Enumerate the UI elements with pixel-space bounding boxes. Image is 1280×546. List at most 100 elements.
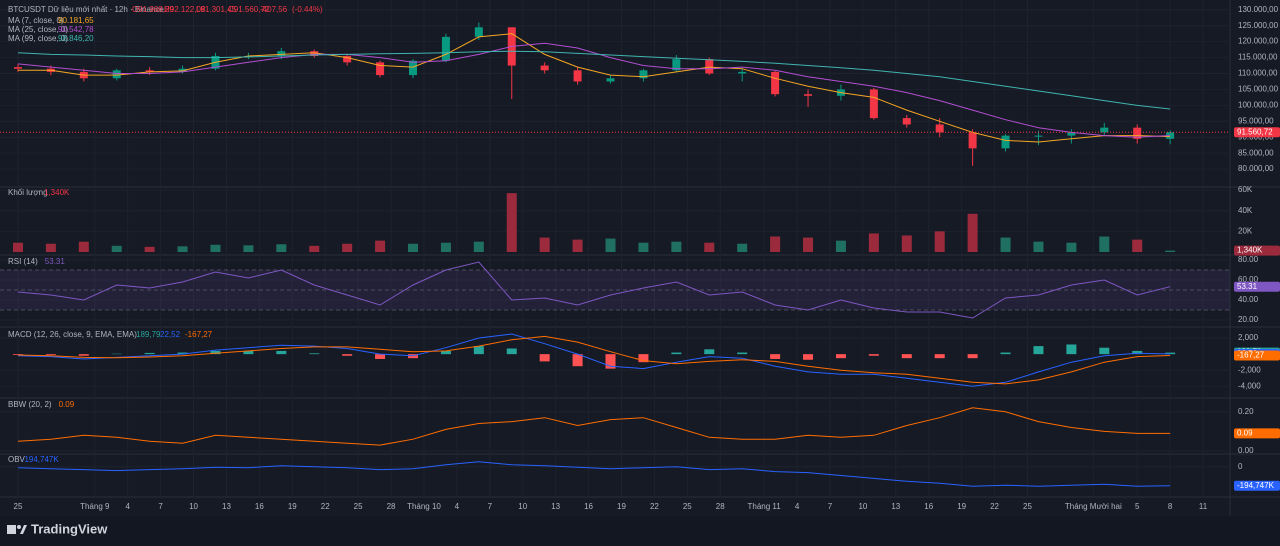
histogram-bar	[704, 349, 715, 355]
last-value-label: 53.31	[1237, 282, 1258, 291]
y-tick-label: 130.000,00	[1238, 5, 1279, 14]
x-tick-label: 19	[288, 502, 297, 511]
volume-bar	[375, 240, 386, 252]
candle-body	[1034, 135, 1043, 137]
x-tick-label: 4	[795, 502, 800, 511]
candle-body	[1133, 127, 1142, 139]
histogram-bar	[967, 354, 978, 359]
candle-body	[13, 67, 22, 69]
x-tick-label: 16	[255, 502, 264, 511]
legend-value: 98.846,20	[58, 34, 94, 43]
y-tick-label: 110.000,00	[1238, 69, 1278, 78]
histogram-bar	[868, 354, 879, 356]
brand: TradingView	[31, 521, 108, 536]
histogram-bar	[342, 354, 353, 356]
volume-bar	[770, 236, 781, 252]
volume-bar	[111, 245, 122, 252]
footer	[0, 516, 1280, 546]
pane-value: -167,27	[185, 330, 213, 339]
histogram-bar	[1066, 344, 1077, 355]
volume-bar	[934, 231, 945, 252]
y-tick-label: 60.00	[1238, 275, 1259, 284]
pane-value: 1,340K	[44, 188, 70, 197]
x-tick-label: 25	[1023, 502, 1032, 511]
x-tick-label: Tháng 9	[80, 502, 110, 511]
histogram-bar	[1099, 347, 1110, 355]
histogram-bar	[671, 352, 682, 355]
x-tick-label: 22	[650, 502, 659, 511]
candle-body	[738, 71, 747, 74]
candle-body	[1001, 135, 1010, 149]
histogram-bar	[1000, 352, 1011, 355]
candle-body	[1166, 132, 1175, 139]
last-value-marker	[1234, 480, 1280, 491]
x-tick-label: 16	[584, 502, 593, 511]
candle-body	[869, 89, 878, 119]
last-value-label: -194,747K	[1237, 481, 1275, 490]
y-tick-label: 20K	[1238, 226, 1253, 235]
volume-bar	[803, 237, 814, 252]
x-tick-label: 10	[858, 502, 867, 511]
pane-title: BTCUSDT Dữ liệu mới nhất · 12h · Binance	[8, 5, 164, 14]
ma-line	[18, 33, 1171, 143]
ohlc-value: L91.301,45	[196, 5, 237, 14]
pane-value: 53.31	[45, 257, 66, 266]
last-value-marker	[1234, 350, 1280, 361]
volume-bar	[473, 241, 484, 252]
x-tick-label: 25	[683, 502, 692, 511]
x-tick-label: Tháng Mười hai	[1065, 502, 1122, 511]
histogram-bar	[440, 350, 451, 355]
histogram-bar	[1165, 352, 1176, 355]
histogram-bar	[276, 350, 287, 355]
y-tick-label: 100.000,00	[1238, 100, 1279, 109]
x-tick-label: 11	[1199, 502, 1208, 511]
histogram-bar	[243, 350, 254, 355]
y-tick-label: 0.20	[1238, 407, 1254, 416]
candle-body	[145, 70, 154, 72]
volume-bar	[506, 193, 517, 252]
logo	[7, 525, 27, 534]
volume-bar	[144, 246, 155, 252]
volume-bar	[440, 242, 451, 252]
y-tick-label: 105.000,00	[1238, 85, 1279, 94]
x-tick-label: 25	[354, 502, 363, 511]
histogram-bar	[572, 354, 583, 367]
y-tick-label: 40.00	[1238, 295, 1259, 304]
histogram-bar	[78, 354, 89, 356]
histogram-bar	[473, 346, 484, 355]
volume-bar	[539, 237, 550, 252]
histogram-bar	[45, 354, 56, 355]
y-tick-label: 125.000,00	[1238, 21, 1279, 30]
x-tick-label: 5	[1135, 502, 1140, 511]
histogram-bar	[506, 348, 517, 355]
candle-body	[902, 118, 911, 125]
volume-bar	[342, 243, 353, 252]
volume-bar	[12, 242, 23, 252]
histogram-bar	[638, 354, 649, 363]
legend-value: 90.542,78	[58, 25, 94, 34]
y-tick-label: 40K	[1238, 206, 1253, 215]
last-value-marker	[1234, 428, 1280, 439]
volume-bar	[1132, 239, 1143, 252]
x-tick-label: 13	[551, 502, 560, 511]
ohlc-value: -407,56	[260, 5, 288, 14]
indicator-line	[17, 461, 1171, 487]
pane-value: 189,79	[136, 330, 161, 339]
histogram-bar	[835, 354, 846, 359]
x-tick-label: 22	[990, 502, 999, 511]
y-tick-label: 2,000	[1238, 333, 1259, 342]
x-tick-label: 7	[158, 502, 163, 511]
volume-bar	[243, 245, 254, 252]
volume-bar	[1000, 237, 1011, 252]
candle-body	[705, 59, 714, 74]
volume-bar	[901, 235, 912, 252]
ma-line	[17, 42, 1171, 138]
last-value-marker	[1234, 127, 1280, 138]
histogram-bar	[770, 354, 781, 359]
candle-body	[1100, 127, 1109, 133]
x-tick-label: 7	[828, 502, 833, 511]
macd-line	[17, 335, 1171, 385]
indicator-line	[17, 407, 1171, 446]
pane-value: 22,52	[160, 330, 181, 339]
